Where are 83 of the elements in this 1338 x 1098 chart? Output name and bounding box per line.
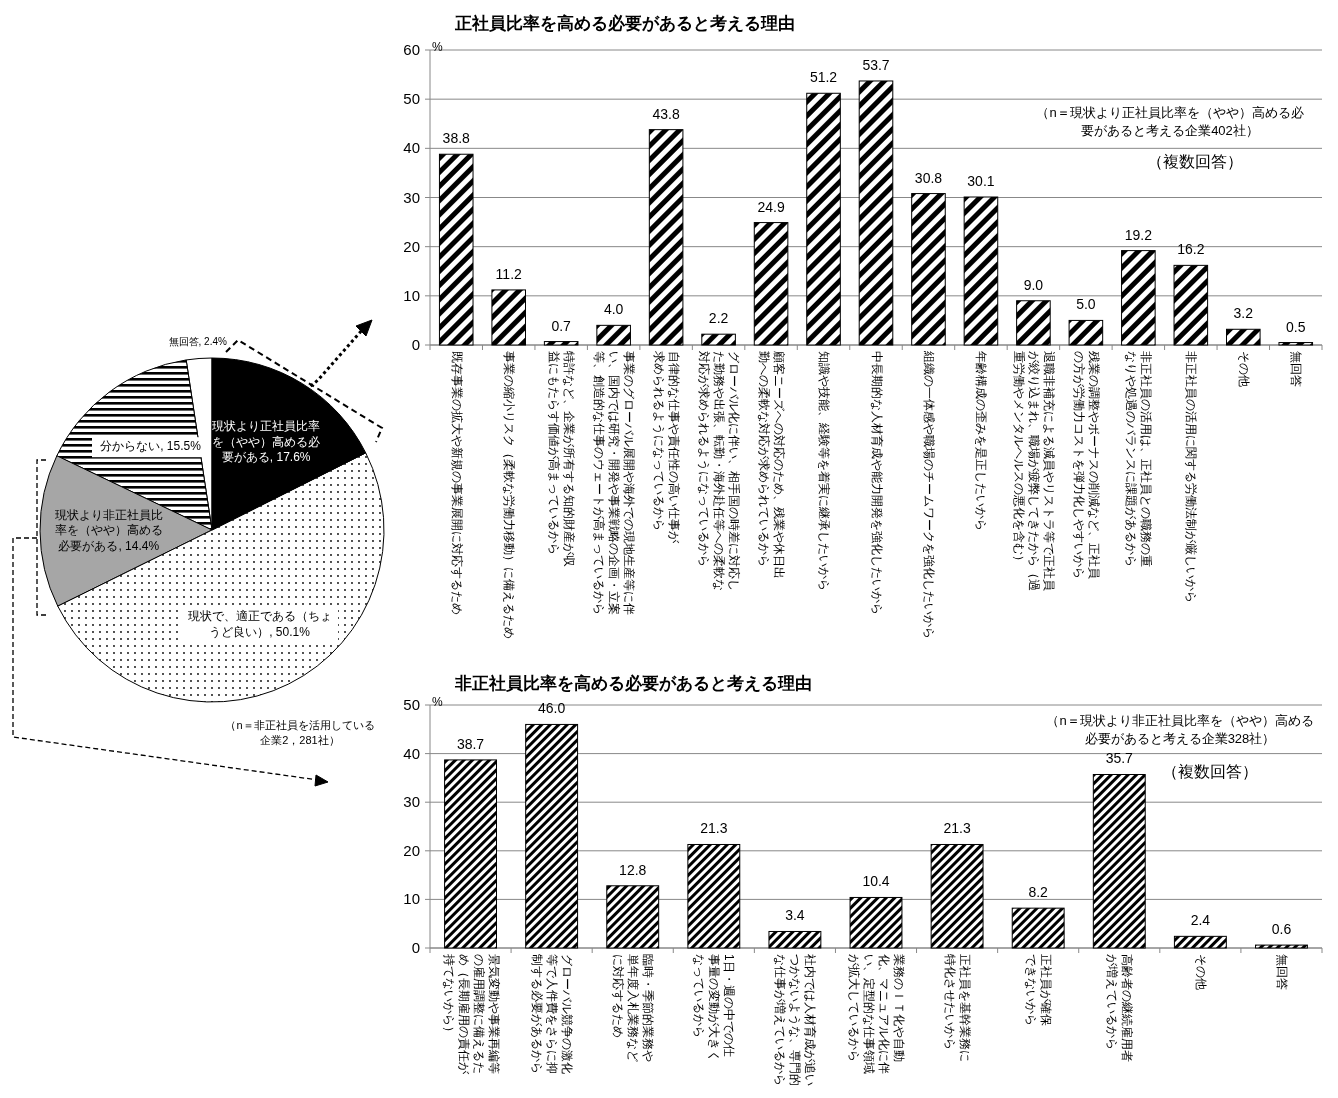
data-label: 0.6 xyxy=(1271,921,1292,938)
data-label: 3.2 xyxy=(1233,305,1254,322)
slice-label: 現状より非正社員比率を（やや）高める必要がある, 14.4% xyxy=(53,507,164,555)
y-tick-label: 30 xyxy=(402,188,420,206)
data-label: 21.3 xyxy=(943,820,971,837)
data-label: 5.0 xyxy=(1076,296,1096,313)
data-label: 9.0 xyxy=(1023,276,1044,293)
data-label: 30.1 xyxy=(967,173,995,189)
y-tick-label: 60 xyxy=(402,41,420,58)
y-tick-label: 50 xyxy=(402,696,420,713)
category-label: グローバル化に伴い、相手国の時差に対応した勤務や出張、転勤・海外赴任等への柔軟な対応が求められるようになっているから xyxy=(696,351,742,593)
y-tick-label: 40 xyxy=(402,139,420,157)
slice-label: 現状より正社員比率を（やや）高める必要がある, 17.6% xyxy=(211,418,322,466)
data-label: 2.4 xyxy=(1190,912,1211,929)
y-tick-label: 50 xyxy=(402,90,420,108)
slice-label: 分からない, 15.5% xyxy=(91,437,210,457)
category-label: 事業の縮小リスク（柔軟な労働力移動）に備えるため xyxy=(501,351,517,641)
data-label: 19.2 xyxy=(1124,226,1152,243)
data-label: 51.2 xyxy=(809,69,838,86)
category-label: 既存事業の拡大や新規の事業展開に対応するため xyxy=(448,351,464,617)
category-label: 臨時・季節的業務や単年度入札業務などに対応するため xyxy=(610,954,656,1064)
category-label: その他 xyxy=(1235,351,1251,389)
category-label: 非正社員の活用に関する労働法制が厳しいから xyxy=(1183,351,1199,605)
category-label: 正社員が確保できないから xyxy=(1023,954,1054,1028)
chart-title: 正社員比率を高める必要があると考える理由 xyxy=(455,13,795,35)
y-tick-label: 20 xyxy=(402,237,420,255)
category-label: 高齢者の継続雇用者が増えているから xyxy=(1104,954,1135,1064)
y-tick-label: 30 xyxy=(402,793,420,811)
category-label: 自律的な仕事や責任性の高い仕事が求められるようになっているから xyxy=(651,351,682,545)
data-label: 8.2 xyxy=(1028,884,1048,901)
category-label: 1日・週の中での仕事量の変動が大きくなっているから xyxy=(691,954,737,1064)
data-label: 10.4 xyxy=(862,873,890,890)
category-label: 顧客ニーズへの対応のため、残業や休日出勤への柔軟な対応が求められているから xyxy=(756,351,787,581)
y-tick-label: 0 xyxy=(410,939,420,956)
annotation: （n＝現状より非正社員比率を（やや）高める必要があると考える企業328社） xyxy=(1045,712,1315,748)
data-label: 38.7 xyxy=(456,735,485,752)
data-label: 4.0 xyxy=(603,301,624,318)
data-label: 46.0 xyxy=(538,700,566,717)
category-label: 正社員を基幹業務に特化させたいから xyxy=(942,954,973,1064)
annotation: （n＝現状より正社員比率を（やや）高める必要があると考える企業402社） xyxy=(1036,104,1304,140)
data-label: 11.2 xyxy=(495,265,522,282)
y-tick-label: 10 xyxy=(402,286,420,304)
category-label: 社内では人材育成が追いつかないような、専門的な仕事が増えているから xyxy=(772,954,818,1088)
category-label: 非正社員の活用は、正社員との職務の重なりや処遇のバランスに課題があるから xyxy=(1123,351,1154,569)
category-label: 年齢構成の歪みを是正したいから xyxy=(973,351,989,533)
data-label: 38.8 xyxy=(442,130,470,147)
category-label: その他 xyxy=(1192,954,1208,992)
category-label: 残業の調整やボーナスの削減など、正社員の方が労働力コストを弾力化しやすいから xyxy=(1070,351,1101,581)
data-label: 0.7 xyxy=(551,317,571,334)
category-label: 無回答 xyxy=(1273,954,1289,992)
y-tick-label: 10 xyxy=(402,890,420,908)
category-label: 特許など、企業が所有する知的財産が収益にもたらす価値が高まっているから xyxy=(546,351,577,569)
category-label: 業務のＩＴ化や自動化、マニュアル化に伴い、定型的な仕事領域が拡大しているから xyxy=(846,954,906,1076)
y-axis-title: % xyxy=(432,40,443,54)
data-label: 35.7 xyxy=(1105,750,1133,767)
chart-title: 非正社員比率を高める必要があると考える理由 xyxy=(455,673,812,695)
data-label: 53.7 xyxy=(862,56,890,73)
data-label: 3.4 xyxy=(785,907,805,924)
data-label: 16.2 xyxy=(1177,241,1205,258)
data-label: 12.8 xyxy=(619,861,647,878)
annotation: （複数回答） xyxy=(1161,762,1259,782)
category-label: 無回答 xyxy=(1288,351,1304,389)
category-label: グローバル競争の激化等で人件費をさらに抑制する必要があるから xyxy=(529,954,575,1076)
y-tick-label: 0 xyxy=(410,336,420,353)
y-axis-title: % xyxy=(432,695,443,709)
data-label: 0.5 xyxy=(1286,318,1306,335)
data-label: 30.8 xyxy=(914,169,943,186)
data-label: 43.8 xyxy=(652,105,680,122)
category-label: 中長期的な人材育成や能力開発を強化したいから xyxy=(868,351,884,617)
category-label: 景気変動や事業再編等の雇用調整に備えるため（長期雇用の責任が持てないから） xyxy=(440,954,501,1076)
category-label: 事業のグローバル展開や海外での現地生産等に伴い、国内では研究・開発や事業戦略の企画・立案等、創造的な仕事のウェートが高まっているから xyxy=(591,351,637,617)
slice-label: 現状で、適正である（ちょうど良い）, 50.1% xyxy=(181,607,338,644)
data-label: 21.3 xyxy=(700,820,728,837)
data-label: 24.9 xyxy=(757,198,785,215)
annotation: （複数回答） xyxy=(1146,152,1244,172)
category-label: 組織の一体感や職場のチームワークを強化したいから xyxy=(920,351,936,641)
data-label: 2.2 xyxy=(708,310,729,327)
y-tick-label: 40 xyxy=(402,744,420,762)
category-label: 退職非補充による減員やリストラ等で正社員が絞り込まれ、職場が疲弊してきたから（過重労働やメンタルヘルスの悪化を含む） xyxy=(1010,351,1056,593)
y-tick-label: 20 xyxy=(402,841,420,859)
text: （n＝非正社員を活用している企業2，281社） xyxy=(224,718,376,748)
category-label: 知識や技能、経験等を着実に継承したいから xyxy=(816,351,831,593)
slice-label: 無回答, 2.4% xyxy=(167,334,228,348)
